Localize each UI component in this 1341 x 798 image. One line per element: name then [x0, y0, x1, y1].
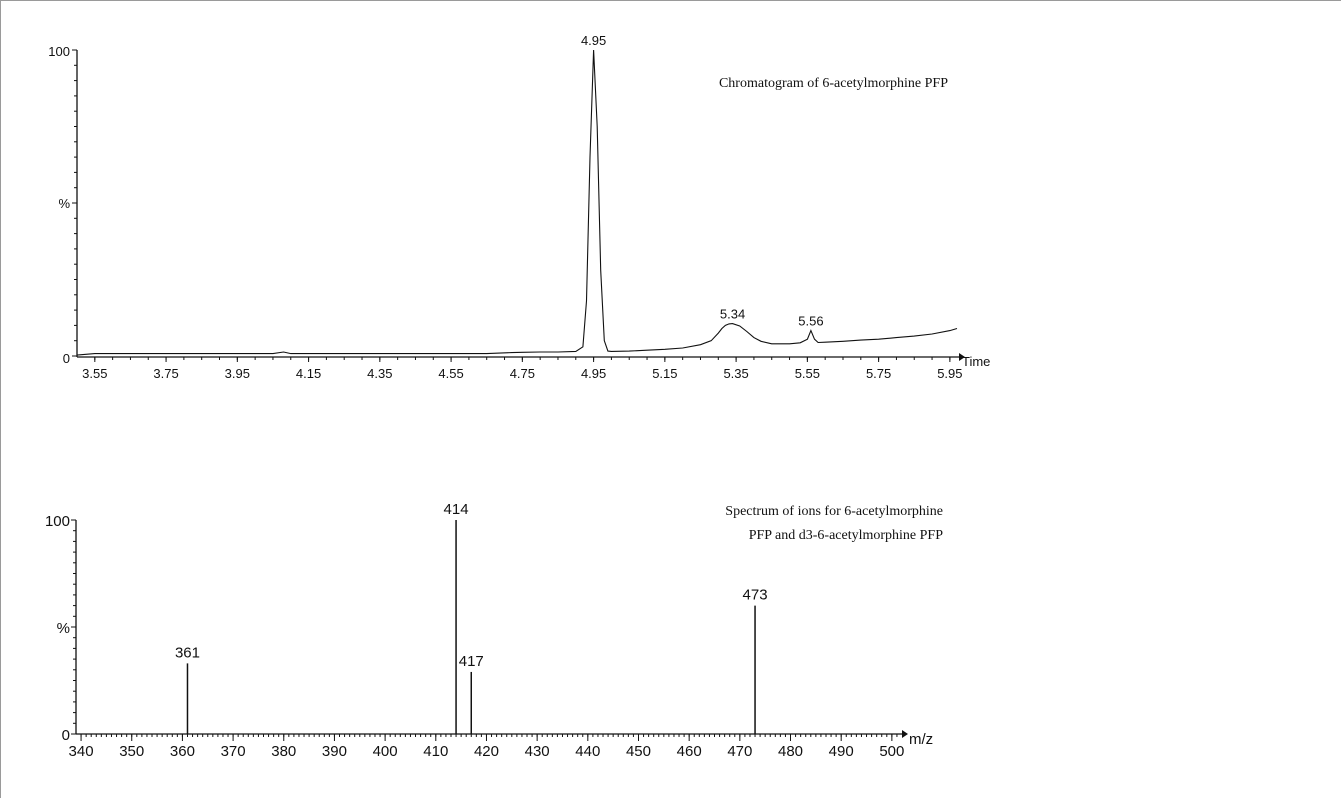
chromatogram-x-tick-label: 5.95 — [937, 366, 962, 381]
chromatogram-x-tick-label: 3.55 — [82, 366, 107, 381]
spectrum-plot: Spectrum of ions for 6-acetylmorphine PF… — [45, 501, 944, 760]
spectrum-x-tick-label: 340 — [69, 743, 94, 760]
spectrum-y-zero-label: 0 — [62, 727, 70, 744]
chromatogram-x-tick-label: 5.35 — [723, 366, 748, 381]
spectrum-y-axis-label: % — [57, 620, 70, 637]
spectrum-x-tick-label: 440 — [575, 743, 600, 760]
chromatogram-trace — [76, 49, 958, 356]
chromatogram-peak-label: 4.95 — [581, 33, 606, 48]
spectrum-x-tick-label: 400 — [373, 743, 398, 760]
spectrum-x-tick-label: 500 — [879, 743, 904, 760]
chromatogram-x-axis-label: Time — [962, 354, 990, 369]
chromatogram-x-tick-label: 3.95 — [225, 366, 250, 381]
chromatogram-peak-label: 5.56 — [798, 314, 823, 329]
spectrum-x-tick-label: 370 — [221, 743, 246, 760]
spectrum-x-tick-label: 460 — [677, 743, 702, 760]
chromatogram-x-tick-label: 4.75 — [510, 366, 535, 381]
spectrum-x-tick-label: 470 — [727, 743, 752, 760]
chromatogram-x-tick-label: 4.55 — [438, 366, 463, 381]
spectrum-x-tick-label: 450 — [626, 743, 651, 760]
spectrum-x-tick-label: 380 — [271, 743, 296, 760]
chromatogram-axes — [76, 50, 965, 361]
spectrum-peak-label-361: 361 — [175, 644, 200, 661]
spectrum-peak-label-473: 473 — [743, 587, 768, 604]
spectrum-x-tick-label: 360 — [170, 743, 195, 760]
spectrum-x-tick-label: 490 — [829, 743, 854, 760]
spectrum-x-tick-label: 480 — [778, 743, 803, 760]
spectrum-axes — [75, 520, 908, 738]
spectrum-title-line-1: Spectrum of ions for 6-acetylmorphine — [725, 504, 943, 519]
spectrum-x-tick-label: 410 — [423, 743, 448, 760]
chromatogram-x-axis-arrow — [959, 353, 965, 361]
spectrum-x-tick-label: 430 — [525, 743, 550, 760]
chromatogram-y-max-label: 100 — [48, 44, 70, 59]
chromatogram-x-tick-label: 5.15 — [652, 366, 677, 381]
spectrum-title-line-2: PFP and d3-6-acetylmorphine PFP — [749, 528, 944, 543]
chromatogram-x-tick-label: 5.55 — [795, 366, 820, 381]
spectrum-ticks: 340 350 360 370 380 390 400 410 420 430 440 450 460 4… — [69, 519, 904, 760]
chromatogram-x-tick-label: 5.75 — [866, 366, 891, 381]
chromatogram-y-axis-label: % — [58, 196, 70, 211]
chromatogram-y-zero-label: 0 — [63, 351, 70, 366]
spectrum-x-tick-label: 420 — [474, 743, 499, 760]
spectrum-peaks: 361 414 417 473 — [175, 501, 768, 734]
chromatogram-ticks: 3.55 3.75 3.95 4.15 4.35 4.55 4.75 4.95 5.15 5.35… — [72, 49, 963, 381]
chromatogram-x-tick-label: 4.35 — [367, 366, 392, 381]
chromatogram-peak-label: 5.34 — [720, 307, 745, 322]
spectrum-peak-label-417: 417 — [459, 653, 484, 670]
spectrum-peak-label-414: 414 — [444, 501, 469, 518]
spectrum-x-tick-label: 390 — [322, 743, 347, 760]
chromatogram-title: Chromatogram of 6-acetylmorphine PFP — [719, 76, 948, 91]
chromatogram-peak-labels: 4.95 5.34 5.56 — [581, 33, 824, 329]
chromatogram-x-tick-label: 4.95 — [581, 366, 606, 381]
spectrum-x-axis-arrow — [902, 730, 908, 738]
spectrum-x-axis-label: m/z — [909, 731, 933, 748]
spectrum-x-tick-label: 350 — [119, 743, 144, 760]
chromatogram-plot: Chromatogram of 6-acetylmorphine PFP 3.5… — [48, 33, 990, 381]
spectrum-y-max-label: 100 — [45, 513, 70, 530]
chromatogram-x-tick-label: 4.15 — [296, 366, 321, 381]
chromatogram-x-tick-label: 3.75 — [153, 366, 178, 381]
